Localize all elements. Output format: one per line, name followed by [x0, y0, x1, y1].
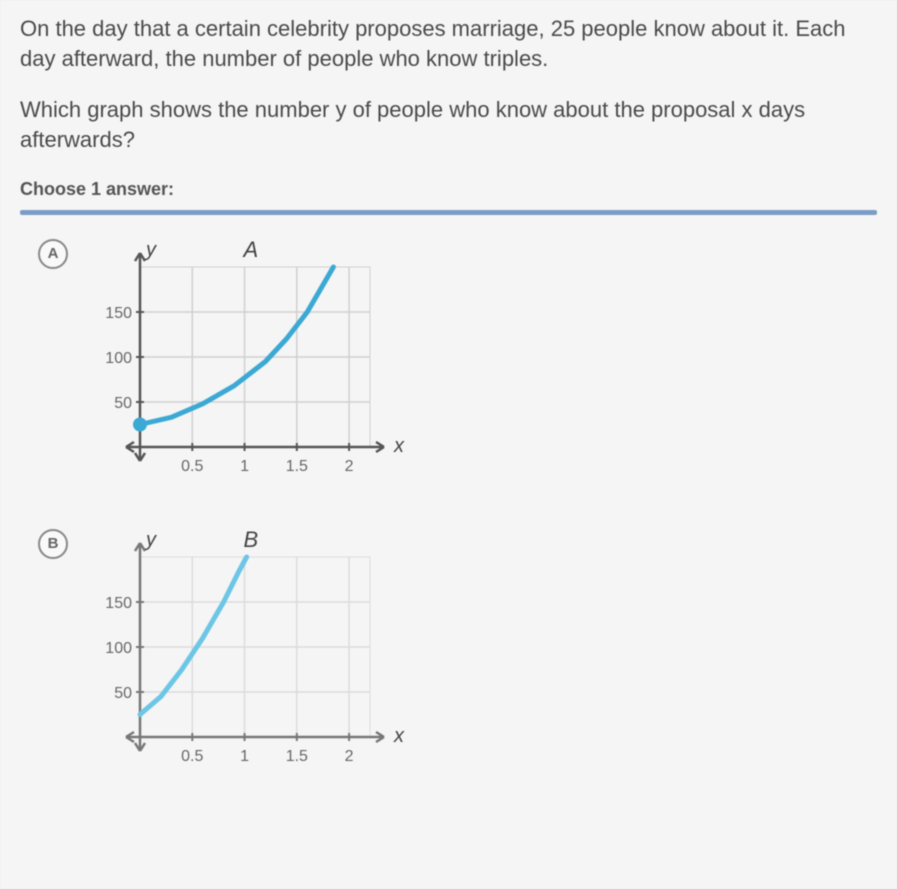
choose-label: Choose 1 answer: — [20, 179, 877, 200]
svg-text:0.5: 0.5 — [181, 748, 203, 765]
svg-text:0.5: 0.5 — [181, 458, 203, 475]
svg-text:150: 150 — [105, 595, 132, 612]
svg-text:2: 2 — [345, 458, 354, 475]
x-axis-label: x — [394, 435, 404, 458]
y-axis-label: y — [146, 529, 156, 552]
svg-text:1: 1 — [240, 458, 249, 475]
options-container: A 0.5 1 1.5 2 50 100 150 y Ax B 0.5 1 1.5 2 50 100 150 y Bx — [20, 237, 877, 787]
svg-text:2: 2 — [345, 748, 354, 765]
option-b[interactable]: B 0.5 1 1.5 2 50 100 150 y Bx — [20, 527, 877, 787]
svg-text:50: 50 — [114, 395, 132, 412]
svg-text:150: 150 — [105, 305, 132, 322]
option-a[interactable]: A 0.5 1 1.5 2 50 100 150 y Ax — [20, 237, 877, 497]
x-axis-label: x — [394, 725, 404, 748]
radio-a[interactable]: A — [38, 239, 68, 269]
y-axis-label: y — [146, 239, 156, 262]
graph-title: B — [244, 527, 259, 553]
graph-b: 0.511.5250100150yBx — [96, 527, 396, 787]
graph-a: 0.511.5250100150yAx — [96, 237, 396, 497]
graph-title: A — [244, 237, 259, 263]
question-para2: Which graph shows the number y of people… — [20, 95, 877, 154]
question-page: On the day that a certain celebrity prop… — [0, 0, 897, 889]
svg-text:100: 100 — [105, 640, 132, 657]
radio-b[interactable]: B — [38, 529, 68, 559]
divider — [20, 210, 877, 215]
question-para1: On the day that a certain celebrity prop… — [20, 14, 877, 73]
svg-text:1.5: 1.5 — [286, 458, 308, 475]
svg-text:50: 50 — [114, 685, 132, 702]
svg-text:100: 100 — [105, 350, 132, 367]
svg-text:1.5: 1.5 — [286, 748, 308, 765]
svg-text:1: 1 — [240, 748, 249, 765]
